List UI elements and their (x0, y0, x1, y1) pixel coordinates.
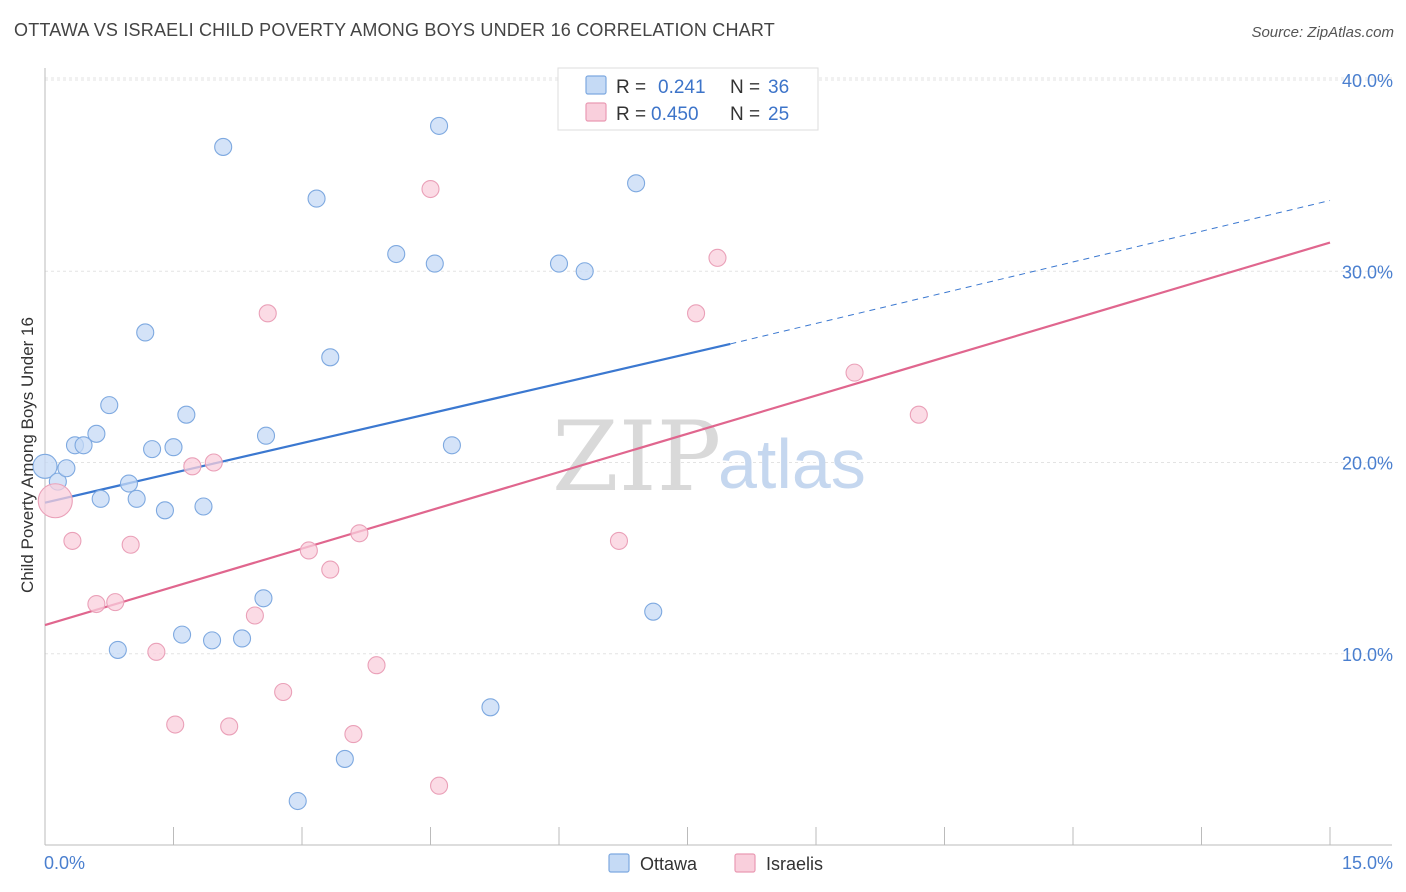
point-ottawa (91, 489, 110, 508)
point-ottawa (335, 749, 354, 768)
point-israelis (299, 541, 318, 560)
point-ottawa (214, 137, 233, 156)
point-ottawa (32, 453, 58, 479)
legend-r-value-ottawa: 0.241 (658, 77, 706, 98)
legend-r-value-israelis: 0.450 (651, 104, 699, 125)
grid-lines (45, 77, 1392, 655)
point-ottawa (155, 501, 174, 520)
y-tick-label: 20.0% (1342, 454, 1393, 474)
point-ottawa (173, 625, 192, 644)
point-israelis (106, 593, 125, 612)
trendline-ottawa-extension (730, 200, 1331, 345)
point-ottawa (232, 629, 252, 648)
point-ottawa (256, 426, 276, 445)
point-ottawa (108, 640, 127, 659)
watermark-zip: ZIP (552, 401, 721, 513)
chart-title: OTTAWA VS ISRAELI CHILD POVERTY AMONG BO… (14, 20, 775, 40)
point-ottawa (644, 602, 663, 621)
point-ottawa (164, 438, 183, 457)
legend-n-label-israelis: N = (730, 104, 760, 125)
point-israelis (220, 717, 239, 736)
point-ottawa (194, 497, 213, 516)
point-ottawa (87, 424, 106, 443)
point-israelis (245, 606, 264, 625)
y-axis-label: Child Poverty Among Boys Under 16 (18, 317, 37, 593)
point-ottawa (254, 589, 273, 608)
point-ottawa (425, 254, 444, 273)
legend-r-label-israelis: R = (616, 104, 646, 125)
point-ottawa (442, 436, 461, 455)
point-ottawa (307, 189, 326, 208)
source-credit: Source: ZipAtlas.com (1251, 24, 1394, 41)
point-israelis (367, 656, 386, 675)
point-israelis (204, 453, 223, 472)
point-ottawa (136, 323, 155, 342)
point-israelis (274, 682, 293, 702)
point-israelis (421, 179, 440, 199)
watermark-atlas: atlas (718, 425, 866, 503)
point-ottawa (321, 348, 340, 367)
y-tick-label: 40.0% (1342, 71, 1393, 91)
bottom-legend-swatch-israelis (734, 853, 756, 873)
point-israelis (708, 248, 727, 267)
trendline-israelis (44, 241, 1331, 627)
point-ottawa (575, 262, 594, 281)
point-israelis (845, 363, 864, 382)
point-israelis (344, 725, 363, 744)
point-israelis (350, 524, 369, 543)
watermark: ZIP atlas (552, 401, 866, 513)
point-ottawa (203, 631, 222, 650)
trend-lines (44, 200, 1331, 627)
point-israelis (147, 642, 166, 661)
y-tick-label: 30.0% (1342, 262, 1393, 282)
point-israelis (609, 531, 629, 550)
point-israelis (121, 535, 140, 554)
point-israelis (63, 531, 82, 550)
legend-n-value-israelis: 25 (768, 104, 789, 125)
point-ottawa (74, 436, 93, 455)
point-ottawa (549, 254, 569, 273)
point-ottawa (177, 405, 196, 424)
legend-n-label-ottawa: N = (730, 77, 760, 98)
tick-labels: 10.0% 20.0% 30.0% 40.0% 0.0% 15.0% (44, 71, 1393, 873)
legend-swatch-ottawa (585, 75, 607, 95)
legend-r-label-ottawa: R = (616, 77, 646, 98)
point-ottawa (119, 474, 139, 493)
point-ottawa (627, 174, 646, 193)
legend-n-value-ottawa: 36 (768, 77, 789, 98)
point-ottawa (143, 440, 162, 459)
y-tick-label: 10.0% (1342, 645, 1393, 665)
point-israelis (258, 304, 277, 323)
point-israelis (37, 483, 73, 519)
legend-swatch-israelis (585, 102, 607, 122)
x-tick-label: 0.0% (44, 853, 85, 873)
x-tick-label: 15.0% (1342, 853, 1393, 873)
point-israelis (687, 304, 706, 323)
data-points (32, 116, 928, 811)
trendline-ottawa (44, 342, 731, 504)
point-israelis (87, 594, 106, 614)
point-israelis (909, 405, 928, 424)
point-ottawa (127, 489, 146, 508)
bottom-legend-israelis: Israelis (766, 854, 823, 874)
point-israelis (430, 776, 449, 795)
bottom-legend-ottawa: Ottawa (640, 854, 698, 874)
point-ottawa (57, 459, 76, 478)
bottom-legend-swatch-ottawa (608, 853, 630, 873)
point-israelis (166, 715, 185, 734)
point-ottawa (288, 791, 307, 811)
point-israelis (321, 560, 340, 579)
point-israelis (183, 457, 202, 476)
point-ottawa (430, 116, 449, 135)
point-ottawa (387, 244, 406, 264)
legend: R = 0.241 N = 36 R = 0.450 N = 25 (557, 67, 819, 131)
point-ottawa (481, 698, 500, 717)
point-ottawa (100, 396, 119, 415)
bottom-legend: Ottawa Israelis (608, 853, 823, 874)
